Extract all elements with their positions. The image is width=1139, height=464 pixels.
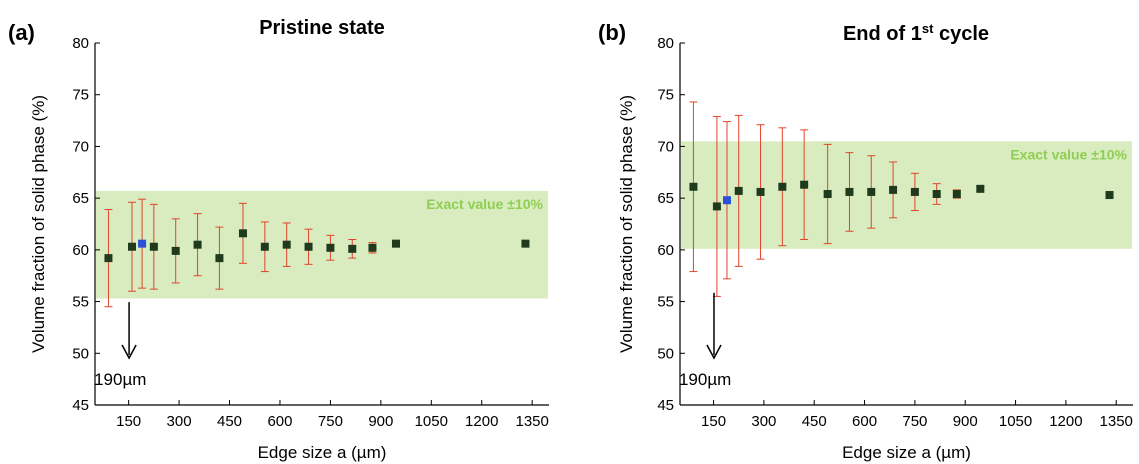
chart-1-x-tick-label: 900: [368, 413, 393, 430]
chart-2-data-point: [1105, 191, 1114, 200]
chart-1-title: Pristine state: [259, 17, 385, 39]
chart-2-data-point: [778, 182, 787, 191]
chart-2-y-tick-label: 50: [657, 345, 674, 362]
chart-1-data-point: [149, 242, 158, 251]
chart-1-data-point: [368, 243, 377, 252]
chart-2-data-point: [910, 187, 919, 196]
chart-1-annotation-label: 190µm: [94, 370, 146, 389]
chart-1-panel-label: (a): [8, 20, 35, 45]
chart-1-y-tick-label: 50: [72, 345, 89, 362]
chart-2-panel: Exact value ±10% 45 50 55 60 65 70 75 80 150 300 45…: [598, 20, 1133, 462]
chart-1-data-point: [326, 243, 335, 252]
chart-2-x-tick-label: 600: [852, 413, 877, 430]
chart-2-highlight-point: [722, 196, 731, 205]
chart-2-x-tick-label: 750: [902, 413, 927, 430]
chart-1-highlight-point: [138, 239, 147, 248]
chart-1-data-point: [193, 240, 202, 249]
chart-1-x-tick-label: 1350: [515, 413, 548, 430]
chart-2-title: End of 1st cycle: [843, 21, 989, 46]
chart-2-x-tick-label: 1200: [1049, 413, 1082, 430]
chart-1-arrow-head: [121, 344, 137, 360]
chart-1-panel: Exact value ±10% 45 50 55 60 65 70 75 80 150 300 45…: [8, 17, 549, 462]
chart-2-y-tick-label: 70: [657, 138, 674, 155]
chart-2-x-tick-label: 900: [953, 413, 978, 430]
chart-2-data-point: [823, 190, 832, 199]
chart-1-y-tick-label: 75: [72, 87, 89, 104]
chart-1-x-tick-label: 1050: [415, 413, 448, 430]
chart-2-x-tick-label: 450: [802, 413, 827, 430]
chart-2-y-tick-label: 80: [657, 35, 674, 52]
chart-1-tolerance-band: [96, 190, 548, 299]
chart-2-arrow-head: [706, 344, 722, 360]
chart-2-data-point: [689, 182, 698, 191]
chart-1-x-tick-label: 450: [217, 413, 242, 430]
chart-2-y-tick-label: 60: [657, 242, 674, 259]
chart-2-y-tick-label: 65: [657, 190, 674, 207]
chart-1-y-tick-label: 60: [72, 242, 89, 259]
chart-2-x-tick-label: 150: [701, 413, 726, 430]
chart-2-annotation-label: 190µm: [679, 370, 731, 389]
chart-1-data-point: [304, 242, 313, 251]
chart-1-y-tick-label: 70: [72, 138, 89, 155]
chart-1-x-tick-label: 600: [267, 413, 292, 430]
chart-2-data-point: [712, 202, 721, 211]
chart-1-data-point: [348, 244, 357, 253]
chart-2-tolerance-band: [681, 141, 1132, 249]
chart-1-data-point: [215, 254, 224, 263]
chart-1-x-axis-label: Edge size a (µm): [258, 443, 387, 462]
chart-1-data-point: [260, 242, 269, 251]
chart-2-data-point: [952, 190, 961, 199]
chart-1-data-point: [104, 254, 113, 263]
chart-2-data-point: [734, 186, 743, 195]
chart-2-data-point: [845, 187, 854, 196]
chart-1-data-point: [171, 246, 180, 255]
chart-2-data-point: [756, 187, 765, 196]
chart-2-data-point: [976, 184, 985, 193]
chart-1-data-point: [391, 239, 400, 248]
chart-2-x-tick-label: 1050: [999, 413, 1032, 430]
chart-1-y-tick-label: 80: [72, 35, 89, 52]
chart-2-y-axis-label: Volume fraction of solid phase (%): [617, 95, 636, 353]
chart-1-band-label: Exact value ±10%: [426, 196, 543, 212]
chart-2-data-point: [867, 187, 876, 196]
chart-1-data-point: [127, 242, 136, 251]
chart-2-panel-label: (b): [598, 20, 626, 45]
chart-2-band-label: Exact value ±10%: [1010, 146, 1127, 162]
chart-2-data-point: [889, 185, 898, 194]
chart-2-x-tick-label: 1350: [1100, 413, 1133, 430]
chart-1-x-tick-label: 300: [167, 413, 192, 430]
chart-1-y-axis-label: Volume fraction of solid phase (%): [29, 95, 48, 353]
chart-1-data-point: [521, 239, 530, 248]
chart-1-data-point: [238, 229, 247, 238]
chart-2-y-tick-label: 75: [657, 87, 674, 104]
chart-1-y-tick-label: 55: [72, 294, 89, 311]
chart-2-data-point: [800, 180, 809, 189]
chart-1-data-point: [282, 240, 291, 249]
chart-2-x-axis-label: Edge size a (µm): [842, 443, 971, 462]
chart-1-x-tick-label: 150: [116, 413, 141, 430]
chart-1-x-tick-label: 750: [318, 413, 343, 430]
chart-2-y-tick-label: 45: [657, 397, 674, 414]
chart-1-x-tick-label: 1200: [465, 413, 498, 430]
chart-2-y-tick-label: 55: [657, 294, 674, 311]
chart-1-y-tick-label: 45: [72, 397, 89, 414]
chart-2-x-tick-label: 300: [751, 413, 776, 430]
chart-2-data-point: [932, 190, 941, 199]
chart-1-y-tick-label: 65: [72, 190, 89, 207]
